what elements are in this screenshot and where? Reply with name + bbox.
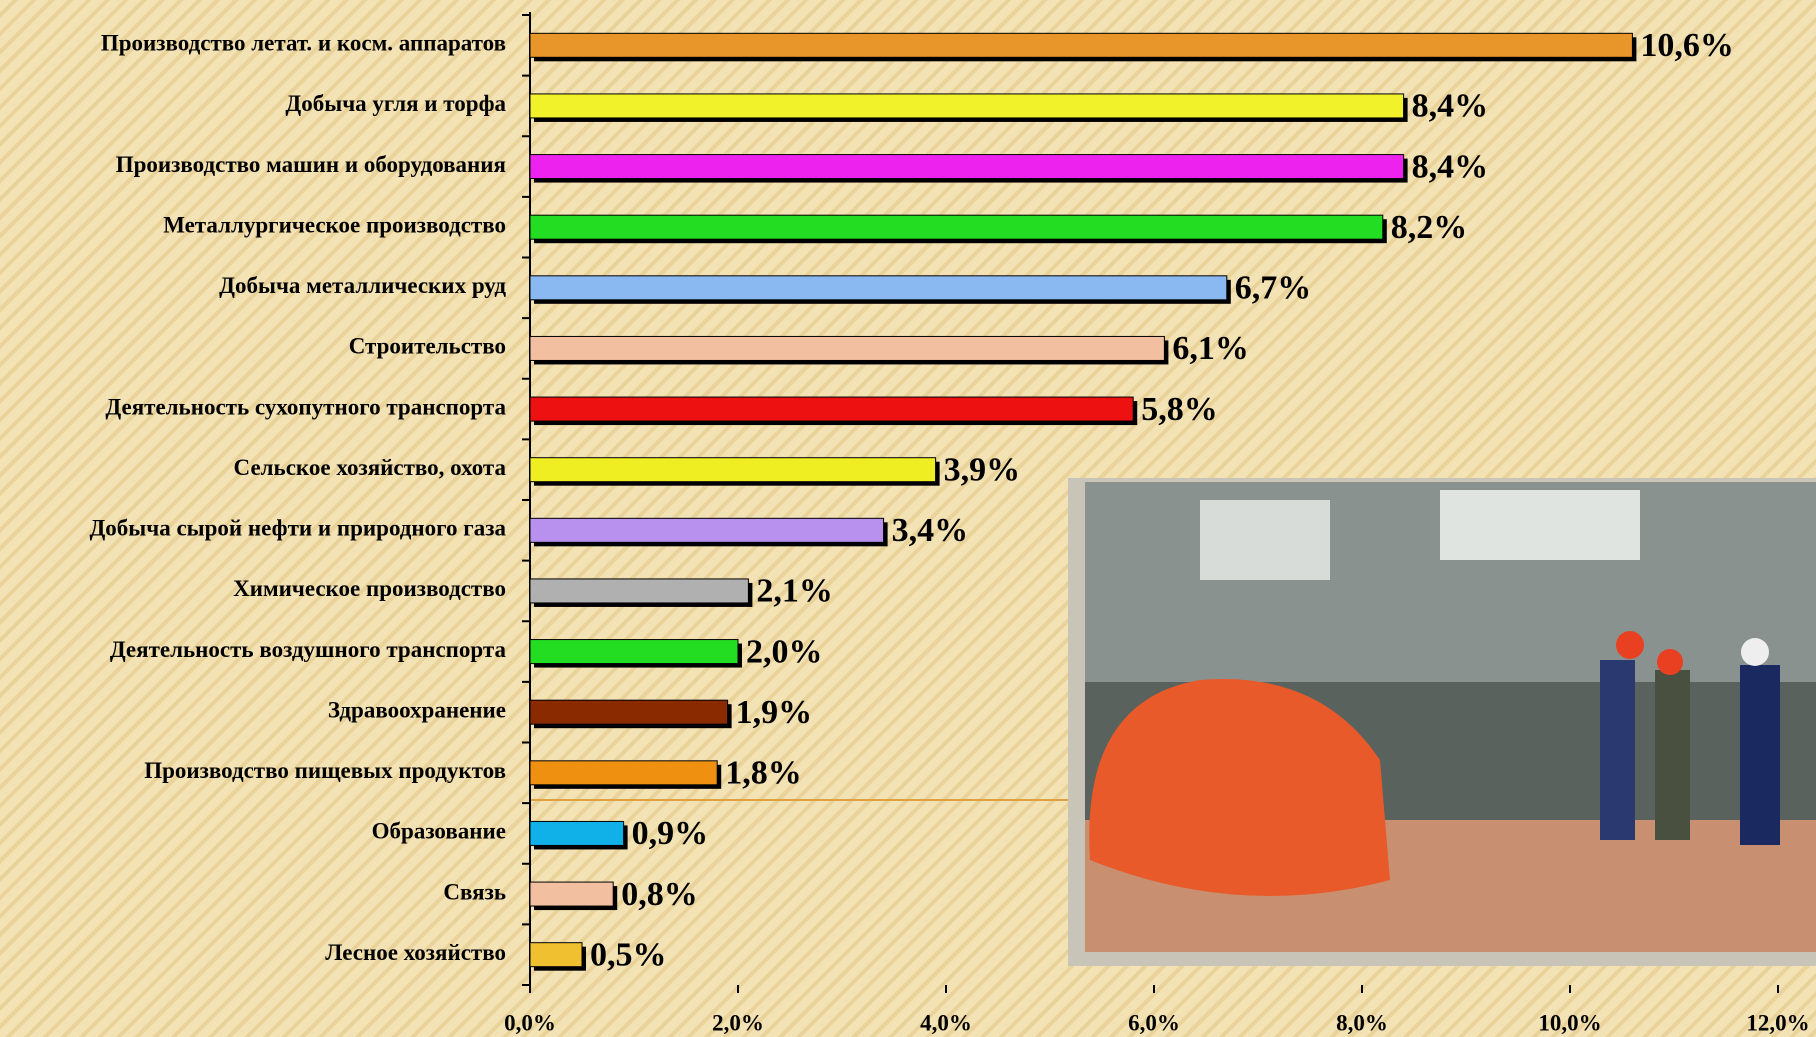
- y-tick-label: Химическое производство: [233, 576, 506, 601]
- value-label: 0,8%: [621, 876, 698, 913]
- worker-helmet: [1741, 638, 1769, 666]
- x-tick-label: 10,0%: [1538, 1010, 1601, 1035]
- value-label: 0,9%: [632, 815, 709, 852]
- y-tick-label: Деятельность сухопутного транспорта: [105, 394, 506, 419]
- photo: [1068, 478, 1816, 966]
- y-tick-label: Деятельность воздушного транспорта: [110, 637, 507, 662]
- bar: [529, 517, 885, 543]
- bar: [529, 639, 739, 665]
- photo-window: [1440, 490, 1640, 560]
- y-tick-label: Образование: [372, 819, 506, 844]
- value-label: 1,9%: [736, 694, 813, 731]
- bar: [529, 820, 625, 846]
- y-tick-label: Металлургическое производство: [163, 212, 506, 237]
- value-label: 8,2%: [1391, 209, 1468, 246]
- bar: [529, 32, 1633, 58]
- bar: [529, 396, 1134, 422]
- y-tick-label: Добыча металлических руд: [219, 273, 506, 298]
- y-tick-label: Производство пищевых продуктов: [144, 758, 506, 783]
- worker-helmet: [1616, 631, 1644, 659]
- value-label: 10,6%: [1640, 27, 1734, 64]
- bar: [529, 275, 1228, 301]
- y-tick-label: Строительство: [349, 334, 506, 359]
- bar: [529, 154, 1405, 180]
- value-label: 3,9%: [944, 451, 1021, 488]
- worker: [1740, 665, 1780, 845]
- value-label: 6,7%: [1235, 270, 1312, 307]
- value-label: 3,4%: [892, 512, 969, 549]
- bar: [529, 881, 614, 907]
- bar: [529, 335, 1165, 361]
- x-tick-label: 4,0%: [920, 1010, 972, 1035]
- value-label: 5,8%: [1141, 391, 1218, 428]
- y-tick-label: Связь: [443, 879, 506, 904]
- y-tick-label: Здравоохранение: [328, 697, 506, 722]
- value-label: 0,5%: [590, 936, 667, 973]
- value-label: 2,1%: [756, 573, 833, 610]
- helmet: [1089, 679, 1390, 896]
- bar: [529, 760, 718, 786]
- bar: [529, 93, 1405, 119]
- x-tick-label: 6,0%: [1128, 1010, 1180, 1035]
- x-tick-label: 8,0%: [1336, 1010, 1388, 1035]
- y-tick-label: Сельское хозяйство, охота: [234, 455, 507, 480]
- bar: [529, 457, 937, 483]
- y-tick-label: Лесное хозяйство: [325, 940, 506, 965]
- value-label: 2,0%: [746, 633, 823, 670]
- worker: [1600, 660, 1635, 840]
- value-label: 8,4%: [1412, 148, 1489, 185]
- value-label: 8,4%: [1412, 88, 1489, 125]
- value-label: 6,1%: [1172, 330, 1249, 367]
- y-tick-label: Производство машин и оборудования: [116, 152, 506, 177]
- y-tick-label: Производство летат. и косм. аппаратов: [101, 31, 506, 56]
- bar: [529, 699, 729, 725]
- worker-helmet: [1657, 649, 1683, 675]
- worker: [1655, 670, 1690, 840]
- x-tick-label: 12,0%: [1746, 1010, 1809, 1035]
- bar: [529, 214, 1384, 240]
- x-tick-label: 0,0%: [504, 1010, 556, 1035]
- value-label: 1,8%: [725, 755, 802, 792]
- y-tick-label: Добыча угля и торфа: [285, 91, 506, 116]
- bar: [529, 578, 749, 604]
- x-tick-label: 2,0%: [712, 1010, 764, 1035]
- y-tick-label: Добыча сырой нефти и природного газа: [89, 516, 506, 541]
- bar: [529, 942, 583, 968]
- photo-window: [1200, 500, 1330, 580]
